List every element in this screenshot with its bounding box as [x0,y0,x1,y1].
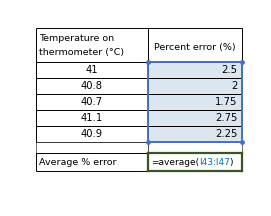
Bar [148,62,242,78]
Bar [148,126,242,142]
Bar [36,28,148,62]
Text: 40.8: 40.8 [81,81,103,91]
Text: Percent error (%): Percent error (%) [154,43,236,52]
Bar [148,78,242,94]
Bar [148,142,242,153]
Bar [148,94,242,110]
Text: 41: 41 [86,65,98,75]
Text: I43:I47: I43:I47 [199,158,230,167]
Text: ): ) [230,158,233,167]
Bar [148,28,242,62]
Text: 2: 2 [231,81,238,91]
Text: 40.9: 40.9 [81,129,103,139]
Bar [36,94,148,110]
Text: 1.75: 1.75 [215,97,238,107]
Text: =average(: =average( [151,158,199,167]
Bar [36,78,148,94]
Bar [148,153,242,172]
Bar [36,142,148,153]
Text: 2.25: 2.25 [215,129,238,139]
Text: thermometer (°C): thermometer (°C) [39,48,124,57]
Bar [148,110,242,126]
Text: 41.1: 41.1 [81,113,103,123]
Text: Temperature on: Temperature on [39,34,114,43]
Text: 2.75: 2.75 [215,113,238,123]
Text: 2.5: 2.5 [222,65,238,75]
Text: Average % error: Average % error [39,158,117,167]
Text: 40.7: 40.7 [81,97,103,107]
Bar [36,126,148,142]
Bar [36,110,148,126]
Bar [36,153,148,172]
Bar [36,62,148,78]
